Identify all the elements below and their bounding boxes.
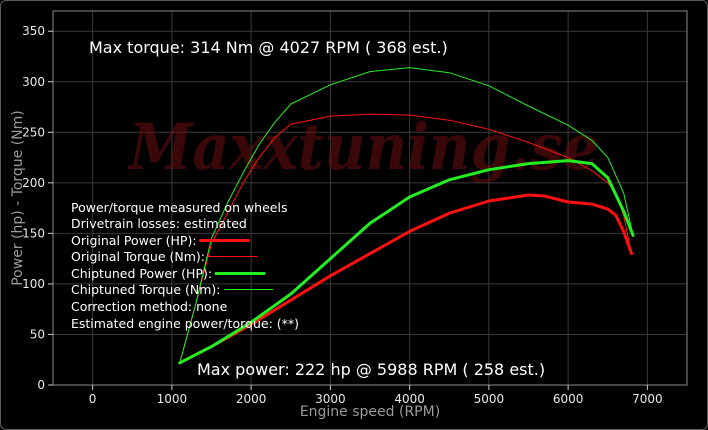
x-tick-label: 6000 [553,392,584,406]
legend-correction: Correction method: none [71,299,228,314]
y-tick-label: 250 [22,125,45,139]
series-line-0 [178,193,633,365]
x-tick-label: 1000 [157,392,188,406]
y-tick-label: 100 [22,277,45,291]
series-line-3 [179,67,634,364]
max-torque-annotation: Max torque: 314 Nm @ 4027 RPM ( 368 est.… [89,38,448,57]
legend-original-power: Original Power (HP): [71,233,197,248]
x-tick-label: 0 [89,392,97,406]
x-axis-label: Engine speed (RPM) [300,404,440,420]
plot-area [53,11,687,385]
max-power-annotation: Max power: 222 hp @ 5988 RPM ( 258 est.) [197,360,545,379]
legend-swatches [199,239,273,290]
y-tick-label: 50 [30,327,45,341]
y-ticks: 0 50 100 150 200 250 300 350 [22,24,53,392]
x-tick-label: 5000 [474,392,505,406]
y-tick-label: 150 [22,226,45,240]
y-axis-label: Power (hp) - Torque (Nm) [10,110,26,286]
x-tick-label: 4000 [394,392,425,406]
legend-estimated: Estimated engine power/torque: (**) [71,316,299,331]
watermark: Maxxtuning.se [127,110,599,185]
legend-chiptuned-torque: Chiptuned Torque (Nm): [71,282,221,297]
series-lines [178,67,635,365]
legend-note-wheels: Power/torque measured on wheels [71,200,287,215]
plot-border [52,10,688,386]
legend-note-losses: Drivetrain losses: estimated [71,216,247,231]
y-tick-label: 300 [22,75,45,89]
y-tick-label: 0 [37,378,45,392]
y-tick-label: 200 [22,176,45,190]
legend-chiptuned-power: Chiptuned Power (HP): [71,266,212,281]
x-tick-label: 3000 [315,392,346,406]
legend: Power/torque measured on wheels Drivetra… [71,200,299,331]
x-tick-label: 7000 [632,392,663,406]
series-line-2 [178,159,635,365]
series-line-1 [179,113,632,364]
x-tick-label: 2000 [236,392,267,406]
legend-original-torque: Original Torque (Nm): [71,249,205,264]
x-ticks: 0 1000 2000 3000 4000 5000 6000 7000 [89,385,663,406]
y-tick-label: 350 [22,24,45,38]
